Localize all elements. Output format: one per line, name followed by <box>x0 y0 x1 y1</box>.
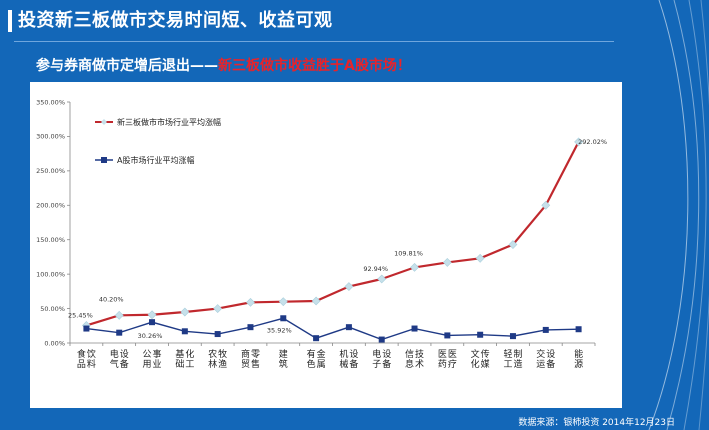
series-line-a-share <box>86 317 579 341</box>
y-tick-label: 100.00% <box>36 270 65 278</box>
x-category-label: 交运设备 <box>536 348 555 370</box>
sanban-point <box>410 262 419 272</box>
a-share-point <box>477 331 484 338</box>
a-share-point <box>247 324 254 331</box>
sanban-point <box>541 200 551 210</box>
sanban-point <box>180 307 190 317</box>
x-category-label: 农林牧渔 <box>208 348 227 370</box>
title-divider <box>14 41 614 42</box>
sanban-point <box>213 304 223 313</box>
sanban-point <box>114 310 124 320</box>
sanban-point <box>246 297 255 307</box>
slide-title: 投资新三板做市交易时间短、收益可观 <box>18 10 333 31</box>
title-accent-bar <box>8 10 12 32</box>
a-share-point <box>444 332 451 339</box>
x-category-label: 食品饮料 <box>77 348 96 370</box>
x-category-label: 轻工制造 <box>503 348 522 370</box>
x-category-label: 电子设备 <box>372 348 391 370</box>
a-share-point <box>345 324 352 331</box>
x-category-label: 基础化工 <box>175 348 194 370</box>
a-share-point <box>181 328 188 335</box>
y-tick-label: 350.00% <box>36 98 65 106</box>
sanban-point <box>442 258 452 267</box>
data-source-note: 数据来源：银柿投资 2014年12月23日 <box>518 418 675 428</box>
x-category-label: 文化传媒 <box>471 348 490 370</box>
y-tick-label: 0.00% <box>44 339 65 347</box>
x-category-label: 能源 <box>574 348 583 370</box>
sanban-point <box>574 137 584 147</box>
x-category-label: 有色金属 <box>307 348 326 370</box>
sanban-point <box>508 240 518 249</box>
data-label: 40.20% <box>99 295 124 303</box>
data-label: 35.92% <box>267 326 292 334</box>
y-tick-label: 150.00% <box>36 236 65 244</box>
a-share-point <box>509 333 516 340</box>
legend-label-sanban: 新三板做市市场行业平均涨幅 <box>117 117 221 127</box>
line-chart: 0.00% 50.00% 100.00% 150.00% 200.00% 250.00% 3… <box>36 98 607 370</box>
a-share-point <box>575 326 582 333</box>
y-tick-label: 50.00% <box>40 305 65 313</box>
data-label: 30.26% <box>138 332 163 340</box>
a-share-point <box>542 326 549 333</box>
data-label: 292.02% <box>578 138 607 146</box>
a-share-point <box>214 331 221 338</box>
x-category-label: 公用事业 <box>143 348 162 370</box>
x-category-label: 信息技术 <box>405 348 424 370</box>
y-tick-label: 200.00% <box>36 202 65 210</box>
legend-label-a-share: A股市场行业平均涨幅 <box>117 155 194 165</box>
a-share-point <box>411 325 418 332</box>
a-share-point <box>378 336 385 343</box>
sanban-point <box>311 296 321 306</box>
data-label: 109.81% <box>394 249 423 257</box>
x-category-label: 电气设备 <box>110 348 129 370</box>
subtitle-prefix: 参与券商做市定增后退出—— <box>36 58 218 74</box>
subtitle-highlight: 新三板做市收益胜于A股市场！ <box>218 58 411 74</box>
a-share-point <box>280 315 287 322</box>
sanban-point <box>377 274 387 284</box>
sanban-point <box>475 253 485 263</box>
sanban-point <box>278 297 288 307</box>
a-share-point <box>149 319 156 326</box>
a-share-point <box>116 329 123 336</box>
data-label: 92.94% <box>363 265 388 273</box>
a-share-point <box>83 325 90 332</box>
x-category-label: 医药医疗 <box>438 349 457 370</box>
slide-subtitle: 参与券商做市定增后退出——新三板做市收益胜于A股市场！ <box>36 55 411 77</box>
data-label: 25.45% <box>68 311 93 319</box>
x-category-label: 商贸零售 <box>241 348 260 370</box>
legend-marker-a-share <box>101 157 107 163</box>
y-tick-label: 300.00% <box>36 133 65 141</box>
a-share-point <box>313 335 320 342</box>
x-category-label: 建筑 <box>279 348 288 370</box>
x-category-label: 机械设备 <box>339 348 358 370</box>
legend-marker-sanban <box>101 119 107 125</box>
series-line-sanban <box>86 141 580 327</box>
sanban-point <box>344 282 354 291</box>
chart-panel: 0.00% 50.00% 100.00% 150.00% 200.00% 250.00% 3… <box>30 82 622 408</box>
sanban-point <box>147 310 157 320</box>
y-tick-label: 250.00% <box>36 167 65 175</box>
